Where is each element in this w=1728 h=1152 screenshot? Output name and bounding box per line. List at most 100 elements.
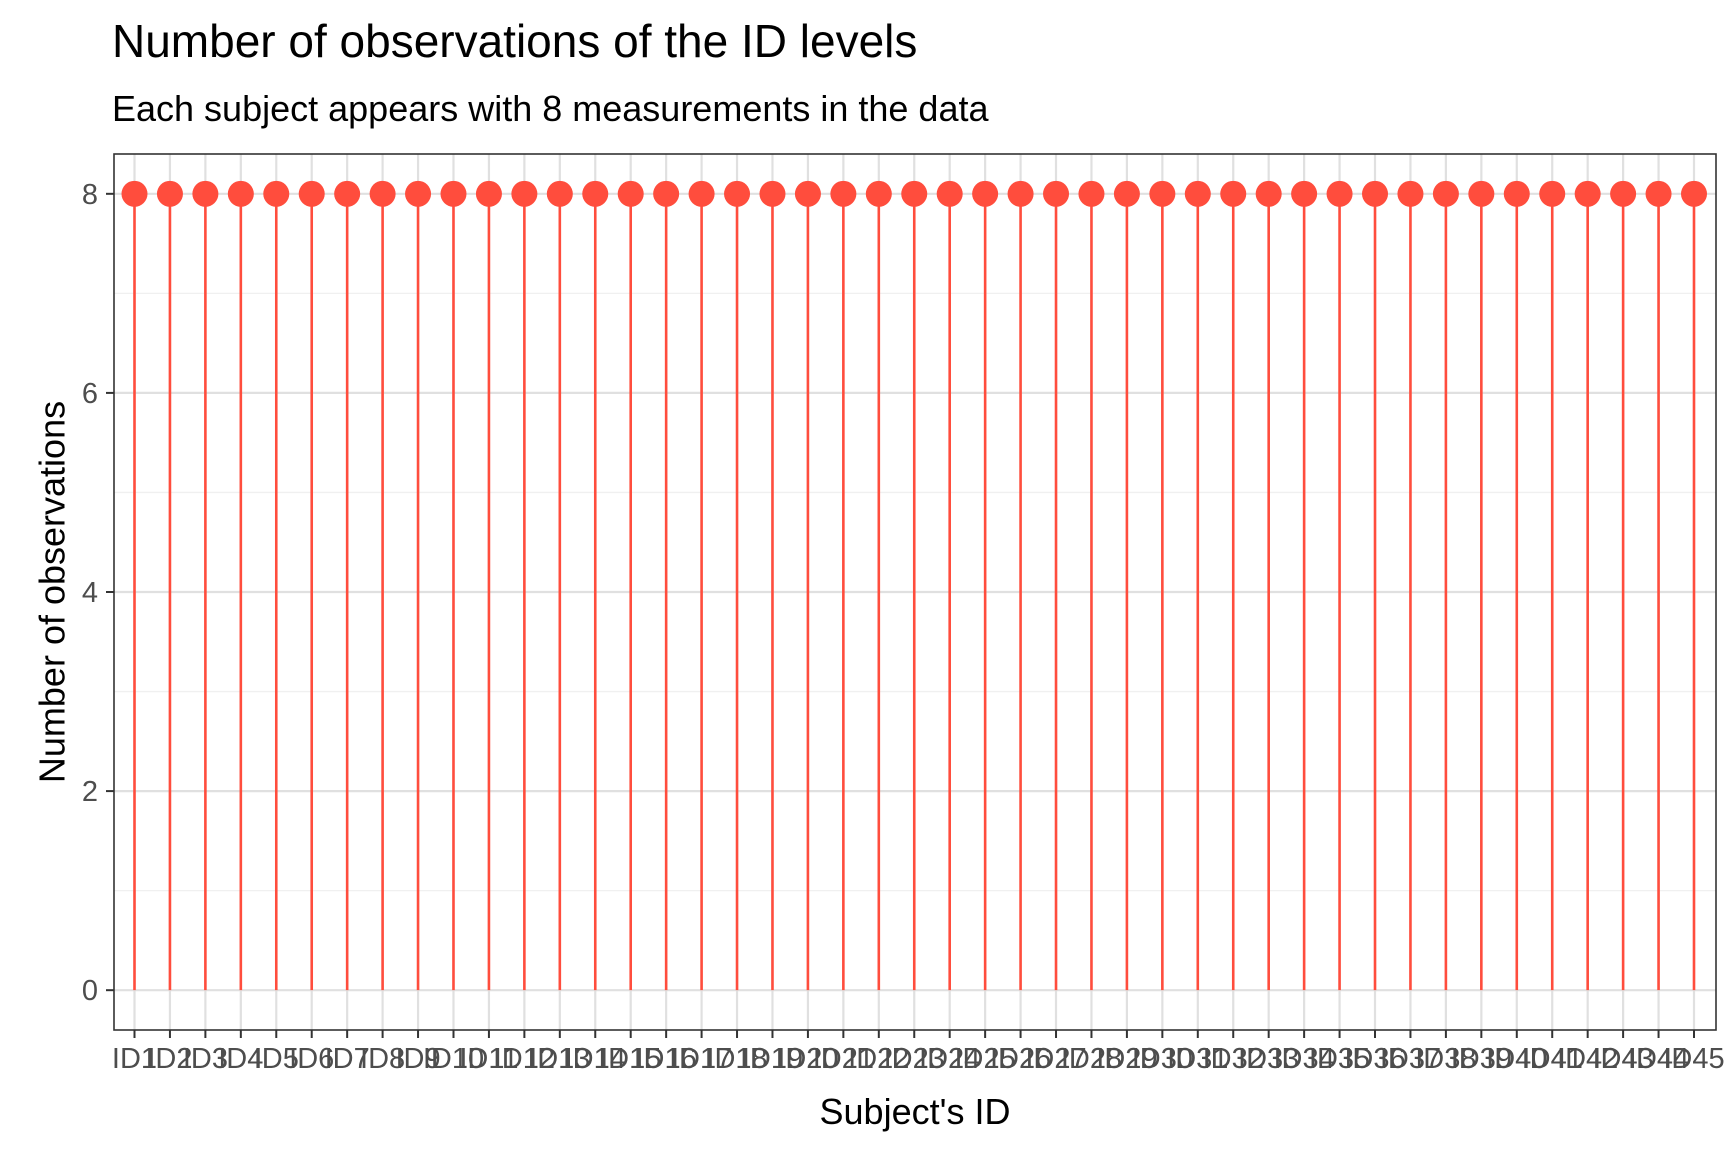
x-tick-label: ID31 (1167, 1043, 1228, 1075)
y-tick-label: 0 (82, 975, 98, 1007)
lollipop-point (724, 180, 751, 207)
chart-title: Number of observations of the ID levels (112, 15, 918, 67)
x-tick-label: ID10 (423, 1043, 484, 1075)
lollipop-point (1397, 180, 1424, 207)
x-tick-label: ID13 (529, 1043, 590, 1075)
x-tick-label: ID17 (671, 1043, 732, 1075)
x-tick-label: ID36 (1344, 1043, 1405, 1075)
y-axis-ticks: 0 2 4 6 8 (82, 179, 114, 1007)
x-tick-label: ID6 (289, 1043, 334, 1075)
lollipop-point (1610, 180, 1637, 207)
lollipop-point (617, 180, 644, 207)
lollipop-point (1220, 180, 1247, 207)
x-tick-label: ID23 (884, 1043, 945, 1075)
x-tick-label: ID42 (1557, 1043, 1618, 1075)
x-tick-label: ID12 (494, 1043, 555, 1075)
x-tick-label: ID38 (1415, 1043, 1476, 1075)
lollipop-point (1043, 180, 1070, 207)
x-tick-label: ID11 (459, 1043, 518, 1075)
x-tick-label: ID8 (360, 1043, 405, 1075)
lollipop-point (121, 180, 148, 207)
lollipop-point (1113, 180, 1140, 207)
lollipop-point (156, 180, 183, 207)
x-tick-label: ID19 (742, 1043, 803, 1075)
lollipop-point (1681, 180, 1707, 207)
x-tick-label: ID44 (1628, 1043, 1689, 1075)
x-tick-label: ID2 (147, 1043, 192, 1075)
lollipop-point (1468, 180, 1495, 207)
lollipop-point (1539, 180, 1566, 207)
x-tick-label: ID33 (1238, 1043, 1299, 1075)
lollipop-point (1432, 180, 1459, 207)
x-tick-label: ID3 (183, 1043, 228, 1075)
plot-panel-border (113, 153, 1717, 1031)
x-tick-label: ID7 (325, 1043, 370, 1075)
x-tick-label: ID5 (254, 1043, 299, 1075)
lollipop-point (794, 180, 821, 207)
lollipop-point (653, 180, 680, 207)
lollipop-point (1574, 180, 1601, 207)
x-tick-label: ID32 (1203, 1043, 1264, 1075)
lollipop-point (405, 180, 432, 207)
lollipop-point (369, 180, 396, 207)
lollipop-point (298, 180, 325, 207)
x-tick-label: ID45 (1663, 1043, 1724, 1075)
y-tick-label: 8 (82, 179, 98, 211)
y-axis-label: Number of observations (32, 401, 73, 783)
lollipop-point (192, 180, 219, 207)
x-tick-label: ID4 (218, 1043, 263, 1075)
x-tick-label: ID39 (1451, 1043, 1512, 1075)
lollipop-point (263, 180, 290, 207)
x-tick-label: ID34 (1273, 1043, 1334, 1075)
x-tick-label: ID37 (1380, 1043, 1441, 1075)
lollipop-point (582, 180, 609, 207)
lollipop-point (1078, 180, 1105, 207)
lollipop-point (1503, 180, 1530, 207)
lollipop-point (1362, 180, 1389, 207)
x-tick-label: ID40 (1486, 1043, 1547, 1075)
x-tick-label: ID15 (600, 1043, 661, 1075)
lollipop-point (865, 180, 892, 207)
lollipop-point (475, 180, 502, 207)
x-tick-label: ID27 (1025, 1043, 1086, 1075)
x-tick-label: ID21 (813, 1043, 874, 1075)
chart-subtitle: Each subject appears with 8 measurements… (112, 88, 989, 129)
lollipop-point (830, 180, 857, 207)
lollipop-point (1255, 180, 1282, 207)
lollipop-point (227, 180, 254, 207)
lollipop-point (1007, 180, 1034, 207)
x-tick-label: ID41 (1522, 1043, 1583, 1075)
x-tick-label: ID16 (636, 1043, 697, 1075)
lollipop-point (759, 180, 786, 207)
x-tick-label: ID29 (1096, 1043, 1157, 1075)
lollipop-point (546, 180, 573, 207)
x-tick-label: ID43 (1592, 1043, 1653, 1075)
x-tick-label: ID30 (1132, 1043, 1193, 1075)
lollipop-point (972, 180, 999, 207)
x-axis-label: Subject's ID (820, 1091, 1011, 1132)
lollipop-point (1645, 180, 1672, 207)
lollipop-point (440, 180, 467, 207)
x-tick-label: ID18 (706, 1043, 767, 1075)
x-tick-label: ID14 (565, 1043, 626, 1075)
lollipop-point (334, 180, 361, 207)
x-tick-label: ID1 (112, 1043, 157, 1075)
y-tick-label: 6 (82, 378, 98, 410)
x-axis-ticks: ID1ID2ID3ID4ID5ID6ID7ID8ID9ID10ID11ID12I… (112, 1030, 1725, 1075)
y-tick-label: 2 (82, 776, 98, 808)
y-tick-label: 4 (82, 577, 98, 609)
lollipop-point (936, 180, 963, 207)
lollipop-point (688, 180, 715, 207)
x-tick-label: ID28 (1061, 1043, 1122, 1075)
x-tick-label: ID9 (395, 1043, 440, 1075)
lollipop-point (1184, 180, 1211, 207)
x-tick-label: ID20 (777, 1043, 838, 1075)
lollipop-point (901, 180, 928, 207)
lollipop-point (1149, 180, 1176, 207)
lollipop-point (1326, 180, 1353, 207)
x-tick-label: ID26 (990, 1043, 1051, 1075)
lollipop-point (511, 180, 538, 207)
x-tick-label: ID35 (1309, 1043, 1370, 1075)
lollipop-point (1291, 180, 1318, 207)
